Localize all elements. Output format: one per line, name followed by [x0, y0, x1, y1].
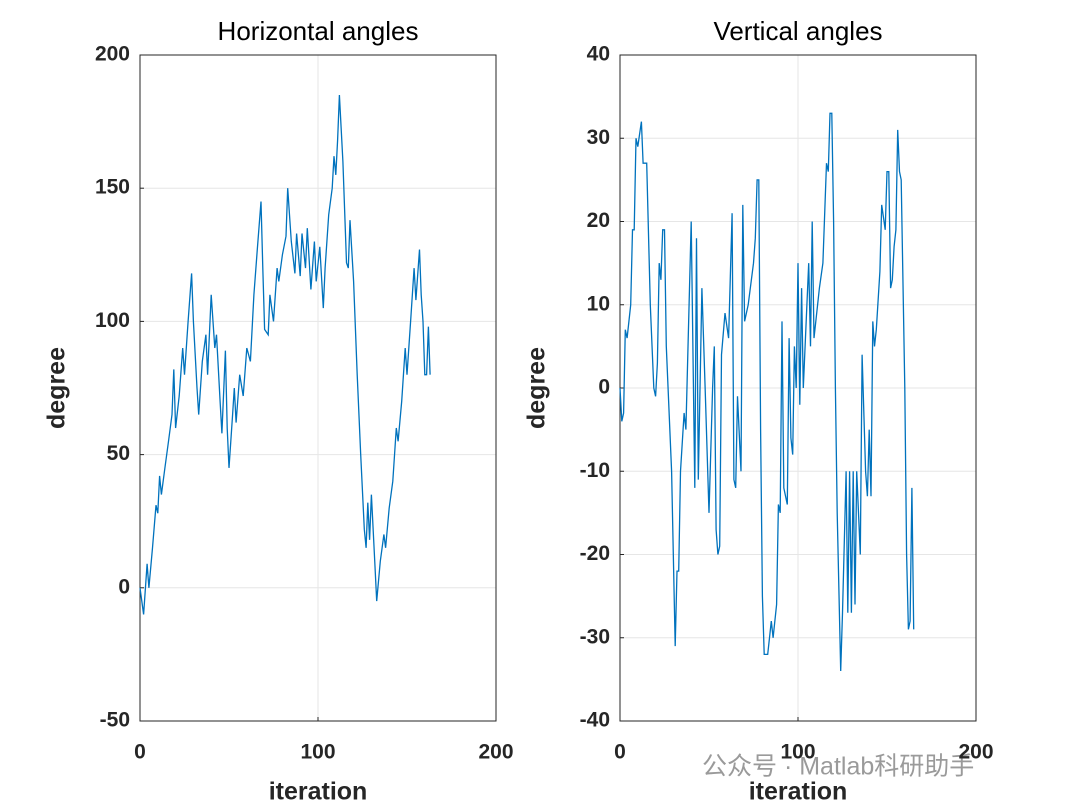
axes-box	[139, 54, 497, 722]
y-tick-label: 20	[587, 209, 610, 232]
watermark: 公众号 · Matlab科研助手	[702, 753, 974, 781]
y-tick-label: -30	[580, 625, 610, 648]
x-tick-label: 200	[478, 741, 513, 764]
x-tick-label: 100	[300, 741, 335, 764]
x-axis-label: iteration	[749, 778, 848, 806]
y-tick-label: 10	[587, 292, 610, 315]
x-tick-label: 0	[134, 741, 146, 764]
data-line	[139, 94, 431, 615]
y-tick-label: -50	[100, 709, 130, 732]
x-tick-label: 200	[958, 741, 993, 764]
y-axis-label: degree	[523, 347, 551, 429]
chart-title: Horizontal angles	[218, 16, 419, 46]
chart-title: Vertical angles	[713, 16, 882, 46]
x-tick-label: 0	[614, 741, 626, 764]
y-tick-label: -40	[580, 709, 610, 732]
x-axis-label: iteration	[269, 778, 368, 806]
y-tick-label: 0	[118, 575, 130, 598]
y-tick-label: 0	[598, 376, 610, 399]
y-tick-label: 30	[587, 126, 610, 149]
y-tick-label: 200	[95, 43, 130, 66]
y-tick-label: -20	[580, 542, 610, 565]
y-tick-label: -10	[580, 459, 610, 482]
y-axis-label: degree	[43, 347, 71, 429]
y-tick-label: 50	[107, 442, 130, 465]
y-tick-label: 150	[95, 176, 130, 199]
y-tick-label: 100	[95, 309, 130, 332]
x-tick-label: 100	[780, 741, 815, 764]
y-tick-label: 40	[587, 43, 610, 66]
data-line	[619, 112, 915, 672]
